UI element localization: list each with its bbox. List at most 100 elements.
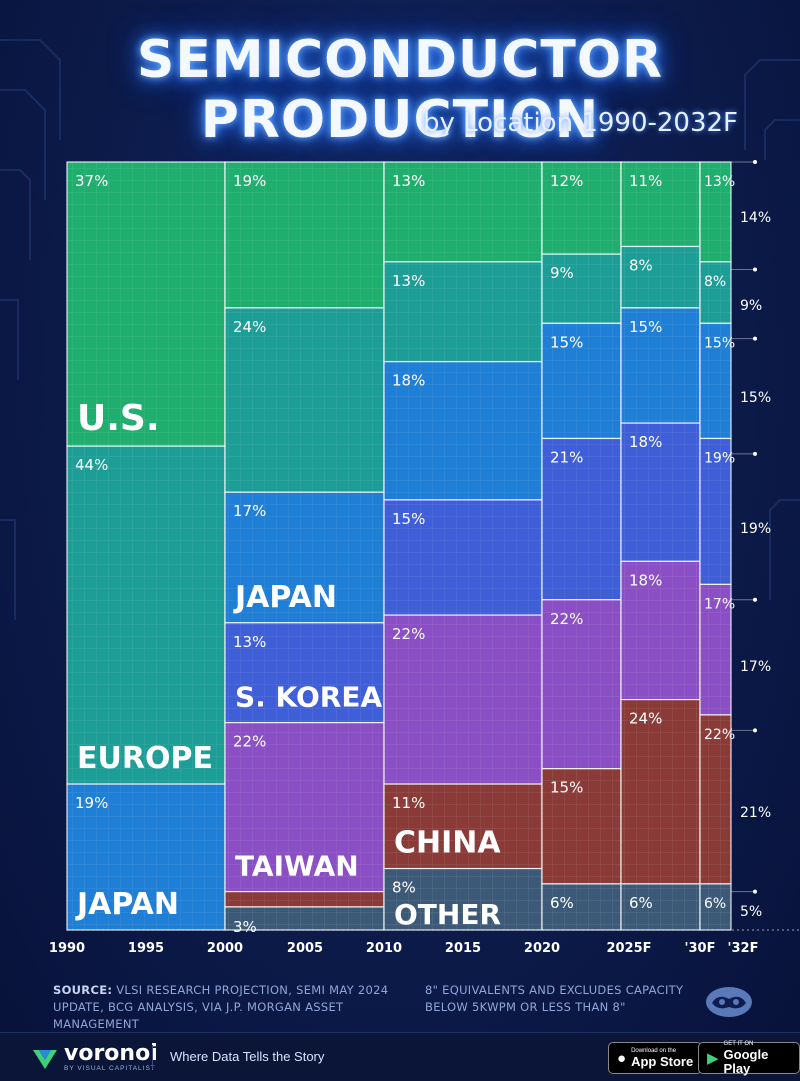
cell-grid bbox=[700, 714, 731, 884]
value-label: 15% bbox=[704, 335, 735, 351]
brand[interactable]: voronoi BY VISUAL CAPITALIST bbox=[32, 1043, 158, 1072]
value-label: 18% bbox=[629, 433, 662, 451]
tagline: Where Data Tells the Story bbox=[170, 1049, 325, 1064]
value-label: 13% bbox=[392, 172, 425, 190]
cell-grid bbox=[542, 162, 621, 255]
google-play-button[interactable]: ▶ GET IT ON Google Play bbox=[698, 1040, 800, 1075]
value-label: 11% bbox=[392, 794, 425, 812]
value-label: 21% bbox=[740, 805, 771, 821]
series-label-taiwan: TAIWAN bbox=[235, 850, 359, 883]
value-label: 24% bbox=[629, 710, 662, 728]
value-label: 5% bbox=[740, 904, 762, 920]
footnote: 8" EQUIVALENTS AND EXCLUDES CAPACITY BEL… bbox=[425, 983, 684, 1014]
x-tick-label: 2020 bbox=[524, 941, 560, 956]
value-label: 19% bbox=[740, 521, 771, 537]
cell-grid bbox=[700, 323, 731, 439]
footer-divider bbox=[152, 1045, 153, 1069]
connector-dot bbox=[753, 336, 757, 341]
visual-capitalist-icon bbox=[706, 987, 752, 1017]
x-tick-label: 2005 bbox=[287, 941, 323, 956]
cell-grid bbox=[700, 883, 731, 930]
series-label-u-s-: U.S. bbox=[77, 398, 160, 439]
value-label: 8% bbox=[392, 879, 416, 897]
value-label: 22% bbox=[233, 733, 266, 751]
x-tick-label: 2000 bbox=[207, 941, 243, 956]
value-label: 17% bbox=[740, 659, 771, 675]
series-label-china: CHINA bbox=[394, 826, 501, 861]
x-tick-label: 2010 bbox=[366, 941, 402, 956]
cell-grid bbox=[621, 307, 700, 424]
cell-grid bbox=[542, 768, 621, 884]
x-tick-label: '32F bbox=[728, 941, 759, 956]
cell-grid bbox=[384, 868, 542, 930]
brand-name: voronoi bbox=[64, 1041, 158, 1066]
cell-grid bbox=[700, 162, 731, 262]
series-label-s-korea: S. KOREA bbox=[235, 681, 382, 714]
cell-grid bbox=[67, 784, 225, 930]
brand-sub: BY VISUAL CAPITALIST bbox=[64, 1065, 156, 1072]
cell-grid bbox=[225, 722, 384, 892]
value-label: 9% bbox=[550, 264, 574, 282]
cell-grid bbox=[621, 423, 700, 562]
circuit-trace bbox=[0, 169, 31, 260]
value-label: 15% bbox=[629, 318, 662, 336]
value-label: 13% bbox=[392, 272, 425, 290]
connector-dot bbox=[753, 728, 757, 733]
value-label: 8% bbox=[629, 256, 653, 274]
circuit-trace bbox=[769, 499, 800, 600]
cell-grid bbox=[384, 361, 542, 500]
source-label: SOURCE: bbox=[53, 983, 113, 997]
value-label: 13% bbox=[233, 633, 266, 651]
cell-grid bbox=[621, 883, 700, 930]
source-note: SOURCE: VLSI RESEARCH PROJECTION, SEMI M… bbox=[53, 982, 393, 1033]
value-label: 8% bbox=[704, 274, 726, 290]
app-store-button[interactable]: ● Download on the App Store bbox=[608, 1042, 703, 1074]
chart-subtitle: by Location 1990-2032F bbox=[422, 108, 738, 138]
cell-grid bbox=[700, 261, 731, 324]
cell-grid bbox=[621, 699, 700, 884]
value-label: 14% bbox=[740, 210, 771, 226]
value-label: 6% bbox=[550, 894, 574, 912]
cell-grid bbox=[225, 492, 384, 623]
value-label: 19% bbox=[704, 450, 735, 466]
x-tick-label: 2025F bbox=[606, 941, 651, 956]
cell-grid bbox=[700, 584, 731, 715]
connector-dot bbox=[753, 160, 757, 164]
value-label: 17% bbox=[704, 596, 735, 612]
cell-grid bbox=[621, 246, 700, 308]
cell-grid bbox=[384, 615, 542, 785]
app-store-small: Download on the bbox=[631, 1047, 677, 1054]
cell-grid bbox=[621, 162, 700, 247]
connector-dot bbox=[753, 889, 757, 894]
apple-icon: ● bbox=[617, 1049, 627, 1067]
cell-grid bbox=[621, 561, 700, 700]
circuit-trace bbox=[744, 59, 800, 150]
cell-grid bbox=[542, 254, 621, 324]
value-label: 18% bbox=[392, 372, 425, 390]
cell-grid bbox=[542, 599, 621, 769]
cell-grid bbox=[67, 162, 225, 447]
cell-grid bbox=[542, 438, 621, 600]
value-label: 12% bbox=[550, 172, 583, 190]
cell-grid bbox=[384, 499, 542, 616]
google-play-small: GET IT ON bbox=[723, 1040, 754, 1047]
cell-grid bbox=[384, 261, 542, 362]
value-label: 13% bbox=[704, 174, 735, 190]
connector-dot bbox=[753, 267, 757, 272]
value-label: 19% bbox=[233, 172, 266, 190]
cell-grid bbox=[700, 438, 731, 585]
series-label-other: OTHER bbox=[394, 898, 501, 931]
value-label: 22% bbox=[704, 727, 735, 743]
connector-dot bbox=[753, 451, 757, 456]
cell-grid bbox=[542, 883, 621, 930]
series-label-japan: JAPAN bbox=[233, 580, 337, 615]
circuit-decoration bbox=[0, 39, 800, 620]
x-tick-label: 1995 bbox=[128, 941, 164, 956]
cell-grid bbox=[225, 891, 384, 907]
chart-title: SEMICONDUCTOR PRODUCTION bbox=[136, 30, 664, 150]
value-label: 3% bbox=[233, 918, 257, 936]
cell-grid bbox=[67, 446, 225, 785]
connector-dot bbox=[753, 597, 757, 602]
cell-grid bbox=[384, 784, 542, 869]
cell-grid bbox=[225, 162, 384, 308]
